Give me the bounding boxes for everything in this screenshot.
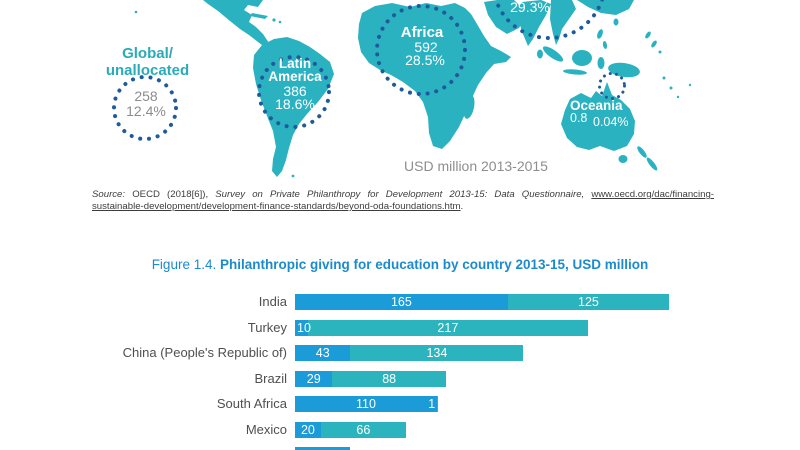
region-circle-oceania xyxy=(598,72,626,100)
source-link-part2[interactable]: sustainable-development/development-fina… xyxy=(92,201,461,212)
latin-america-name-line1: Latin xyxy=(278,56,312,71)
bar-value-label: 10 xyxy=(297,320,311,335)
bar-segment-teal-segment: 1 xyxy=(428,396,439,412)
source-work-title: Survey on Private Philanthropy for Devel… xyxy=(215,189,585,200)
region-circle-africa xyxy=(375,4,467,96)
latin-america-value: 386 xyxy=(283,83,307,99)
bar-value-label: 165 xyxy=(390,295,412,309)
island-borneo xyxy=(572,50,592,66)
oceania-value: 0.8 xyxy=(570,111,588,125)
stacked-bar: 20 66 xyxy=(295,421,406,438)
island-new-guinea xyxy=(608,62,640,78)
africa-pct: 28.5% xyxy=(405,52,445,68)
oceania-name: Oceania xyxy=(570,98,623,113)
bar-value-label: 110 xyxy=(355,397,376,411)
category-label: Brazil xyxy=(254,370,287,386)
source-line-2: sustainable-development/development-fina… xyxy=(92,201,714,213)
stacked-bar: 110 1 xyxy=(295,396,439,412)
bar-value-label: 66 xyxy=(356,422,371,437)
bar-value-label: 1 xyxy=(428,397,436,411)
bar-segment-blue-segment: 29 xyxy=(295,370,333,387)
region-circle-asia xyxy=(493,0,605,40)
chart-row: Brazil 29 88 xyxy=(0,370,800,387)
latin-america-name-line2: America xyxy=(268,69,322,84)
bar-value-label: 43 xyxy=(315,346,330,360)
category-label: India xyxy=(258,294,287,309)
source-suffix: . xyxy=(460,201,464,212)
stacked-bar: 43 134 xyxy=(295,345,524,361)
region-circle-global xyxy=(112,75,178,141)
africa-name: Africa xyxy=(400,24,444,41)
chart-row: China (People's Republic of) 43 134 xyxy=(0,345,800,361)
source-line-1: Source: OECD (2018[6]), Survey on Privat… xyxy=(92,189,714,201)
island-madagascar xyxy=(463,95,475,119)
bar-segment-teal-segment: 88 xyxy=(332,370,446,387)
global-region-value: 258 xyxy=(134,88,158,104)
global-region-label-line2: unallocated xyxy=(105,62,190,79)
category-label: Turkey xyxy=(247,319,287,335)
bar-segment-blue-segment: 110 xyxy=(295,396,437,412)
latin-america-pct: 18.6% xyxy=(275,96,315,112)
stacked-bar: 10 217 xyxy=(295,319,588,336)
stacked-bar xyxy=(295,447,351,450)
bar-segment-blue-segment: 20 xyxy=(295,421,321,438)
island-java xyxy=(563,69,587,75)
chart-row: Turkey 10 217 xyxy=(0,319,800,336)
island-new-zealand-north xyxy=(637,146,647,158)
region-southeast-asia xyxy=(550,0,576,45)
stacked-bar: 29 88 xyxy=(295,370,446,387)
world-map xyxy=(112,0,692,178)
chart-row: India 165 125 xyxy=(0,294,800,310)
bar-value-label: 29 xyxy=(306,371,321,386)
world-map-figure: Global/ unallocated 258 12.4% Latin Amer… xyxy=(0,0,800,190)
bar-segment-teal-segment: 134 xyxy=(350,345,524,361)
continent-australia xyxy=(561,82,635,151)
category-label: Mexico xyxy=(245,421,287,437)
category-label: South Africa xyxy=(216,396,287,411)
region-circles xyxy=(112,0,626,141)
bar-segment-blue-segment: 43 xyxy=(295,345,351,361)
island-new-zealand-south xyxy=(646,157,658,171)
source-note: Source: OECD (2018[6]), Survey on Privat… xyxy=(92,189,714,213)
bar-value-label: 125 xyxy=(578,295,599,309)
bar-chart: India 165 125 Turkey 10 217 China (People's Re… xyxy=(0,294,800,450)
chart-row: Mexico 20 66 xyxy=(0,421,800,438)
africa-value: 592 xyxy=(414,39,438,55)
bar-value-label: 217 xyxy=(437,320,459,335)
island-cuba xyxy=(250,13,268,19)
bar-segment-blue-segment: 10 xyxy=(295,319,311,336)
category-label: China (People's Republic of) xyxy=(122,345,287,360)
bar-value-label: 88 xyxy=(382,371,397,386)
bar-segment-teal-segment: 217 xyxy=(307,319,588,336)
bar-segment-teal-segment: 66 xyxy=(320,421,406,438)
stacked-bar: 165 125 xyxy=(295,294,670,310)
bar-value-label: 134 xyxy=(426,346,448,360)
bar-segment-blue-segment xyxy=(295,447,351,450)
figure-number: Figure 1.4. xyxy=(151,257,217,272)
source-citation: OECD (2018[6]), xyxy=(132,189,209,200)
bar-segment-teal-segment: 125 xyxy=(507,294,670,310)
bar-segment-blue-segment: 165 xyxy=(295,294,508,310)
continent-south-america xyxy=(253,37,334,177)
source-label: Source: xyxy=(92,189,126,200)
global-region-label-line1: Global/ xyxy=(122,45,173,62)
oceania-pct: 0.04% xyxy=(593,115,629,129)
island-sumatra xyxy=(542,46,564,62)
bar-value-label: 20 xyxy=(300,422,315,437)
chart-row xyxy=(0,447,800,450)
island-tasmania xyxy=(618,155,628,163)
map-caption: USD million 2013-2015 xyxy=(404,158,548,174)
region-east-asia xyxy=(577,0,634,15)
continent-africa xyxy=(358,3,511,149)
source-link-part1[interactable]: www.oecd.org/dac/financing- xyxy=(591,189,714,200)
chart-row: South Africa 110 1 xyxy=(0,396,800,412)
region-south-asia xyxy=(518,0,551,46)
continent-north-america xyxy=(203,0,269,48)
region-circle-latin-america xyxy=(257,55,331,129)
figure-title: Figure 1.4. Philanthropic giving for edu… xyxy=(0,257,800,272)
asia-pct: 29.3% xyxy=(510,0,550,15)
global-region-pct: 12.4% xyxy=(126,103,166,119)
figure-title-text: Philanthropic giving for education by co… xyxy=(216,257,649,272)
